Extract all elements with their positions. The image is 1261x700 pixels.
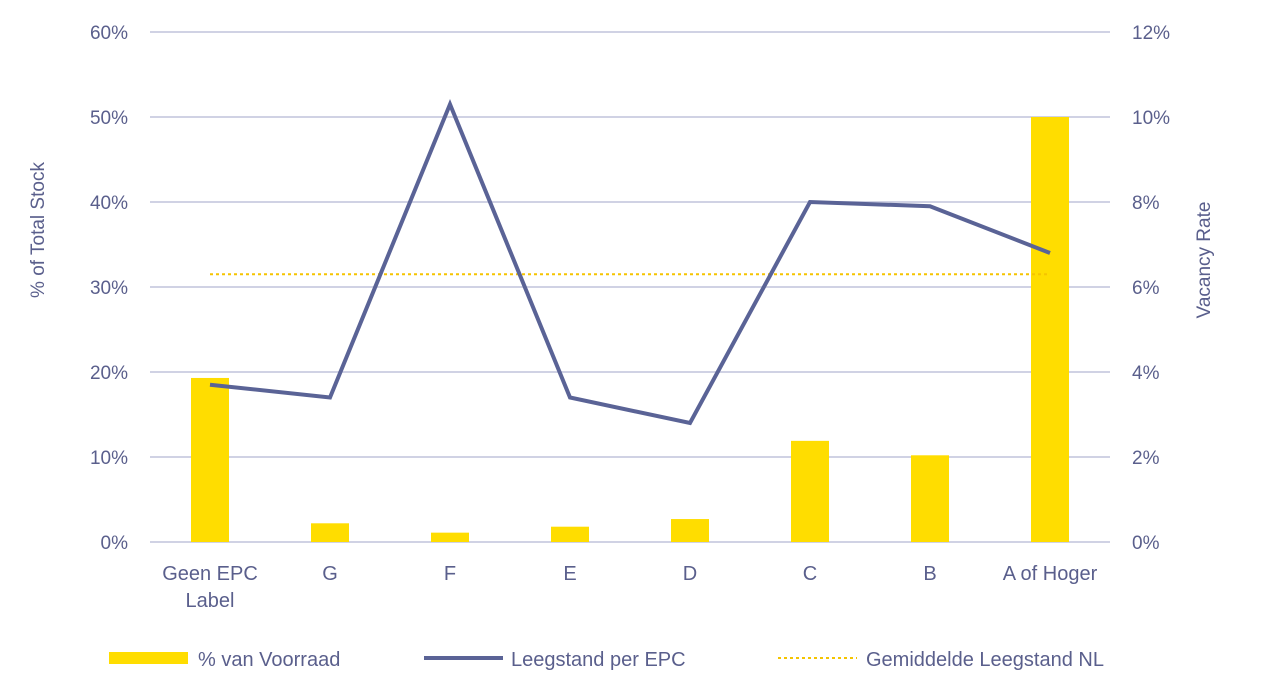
- legend-label: Leegstand per EPC: [511, 649, 686, 671]
- bar: [551, 526, 589, 542]
- y2-axis-title: Vacancy Rate: [1194, 202, 1215, 319]
- bar: [791, 440, 829, 542]
- y-tick-label: 10%: [90, 448, 128, 469]
- bar: [311, 523, 349, 542]
- x-tick-label: B: [923, 563, 936, 585]
- x-tick-label: A of Hoger: [1003, 563, 1098, 585]
- x-tick-label: Label: [186, 590, 235, 612]
- y-tick-label: 20%: [90, 363, 128, 384]
- x-tick-label: G: [322, 563, 338, 585]
- y2-tick-label: 10%: [1132, 108, 1170, 129]
- y-tick-label: 40%: [90, 193, 128, 214]
- bar: [671, 519, 709, 542]
- x-tick-label: Geen EPC: [162, 563, 258, 585]
- y-tick-label: 60%: [90, 23, 128, 44]
- y2-tick-label: 8%: [1132, 193, 1160, 214]
- x-tick-label: E: [563, 563, 576, 585]
- legend-label: % van Voorraad: [198, 649, 340, 671]
- bar: [1031, 117, 1069, 542]
- y2-tick-label: 12%: [1132, 23, 1170, 44]
- bar: [191, 377, 229, 542]
- x-tick-label: C: [803, 563, 817, 585]
- vacancy-line: [209, 98, 1051, 426]
- legend-label: Gemiddelde Leegstand NL: [866, 649, 1104, 671]
- y2-tick-label: 2%: [1132, 448, 1160, 469]
- y2-tick-label: 0%: [1132, 533, 1160, 554]
- y-tick-label: 0%: [101, 533, 129, 554]
- legend-bar-swatch: [109, 652, 188, 664]
- y2-tick-label: 4%: [1132, 363, 1160, 384]
- x-tick-label: F: [444, 563, 456, 585]
- bar: [431, 532, 469, 542]
- y-tick-label: 30%: [90, 278, 128, 299]
- bar: [911, 455, 949, 542]
- y-tick-label: 50%: [90, 108, 128, 129]
- x-tick-label: D: [683, 563, 697, 585]
- y-axis-title: % of Total Stock: [28, 162, 49, 298]
- y2-tick-label: 6%: [1132, 278, 1160, 299]
